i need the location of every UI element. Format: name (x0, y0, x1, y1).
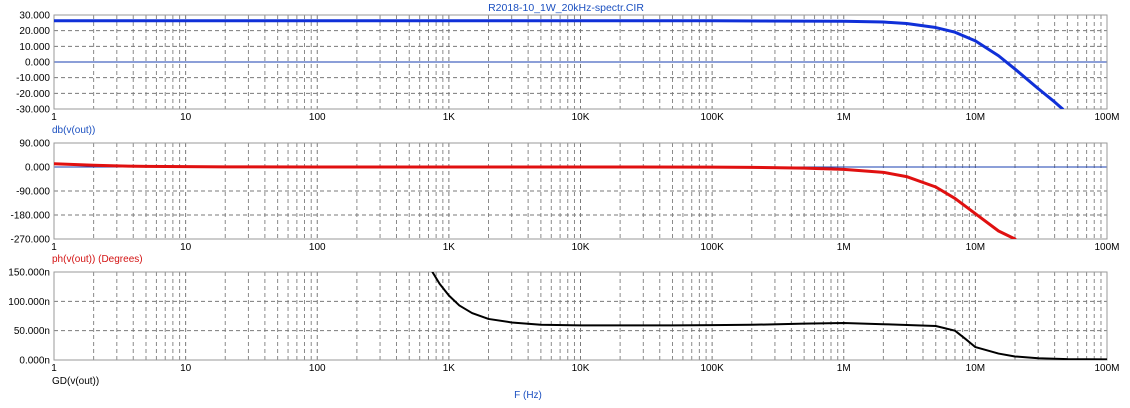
y-axis-label: db(v(out)) (52, 125, 95, 136)
x-tick-label: 1 (51, 112, 57, 123)
x-tick-label: 10M (966, 363, 985, 374)
x-tick-label: 100M (1094, 363, 1119, 374)
x-tick-label: 10K (572, 112, 590, 123)
x-tick-label: 1K (443, 363, 456, 374)
y-tick-label: 100.000n (8, 297, 50, 308)
y-tick-label: -20.000 (16, 89, 50, 100)
y-tick-label: 150.000n (8, 268, 50, 279)
y-tick-label: 0.000 (25, 58, 50, 69)
x-tick-label: 10M (966, 242, 985, 253)
y-tick-label: 10.000 (19, 42, 50, 53)
x-tick-label: 100 (309, 242, 326, 253)
x-tick-label: 10 (180, 242, 192, 253)
x-tick-label: 10K (572, 242, 590, 253)
x-tick-label: 1M (837, 242, 851, 253)
y-tick-label: 20.000 (19, 26, 50, 37)
x-tick-label: 1 (51, 363, 57, 374)
x-tick-label: 100M (1094, 112, 1119, 123)
y-tick-label: -90.000 (16, 187, 50, 198)
y-tick-label: -180.000 (11, 211, 51, 222)
x-tick-label: 100K (700, 363, 724, 374)
y-tick-label: 0.000n (19, 356, 50, 367)
y-tick-label: -10.000 (16, 73, 50, 84)
series-line-db-v-out- (54, 19, 1065, 109)
x-tick-label: 1M (837, 112, 851, 123)
y-axis-label: ph(v(out)) (Degrees) (52, 254, 143, 265)
x-tick-label: 10M (966, 112, 985, 123)
series-line-ph-v-out- (54, 162, 1017, 239)
y-tick-label: 90.000 (19, 139, 50, 150)
x-tick-label: 10K (572, 363, 590, 374)
plot-frame (53, 142, 1108, 240)
x-tick-label: 100M (1094, 242, 1119, 253)
series-line-gd-v-out- (431, 272, 1107, 360)
x-axis-label: F (Hz) (514, 390, 542, 401)
chart-title: R2018-10_1W_20kHz-spectr.CIR (488, 2, 644, 14)
x-tick-label: 10 (180, 363, 192, 374)
x-tick-label: 1 (51, 242, 57, 253)
x-tick-label: 100 (309, 363, 326, 374)
x-tick-label: 1K (443, 112, 456, 123)
plot-frame (53, 271, 1108, 361)
x-tick-label: 100K (700, 112, 724, 123)
x-tick-label: 100K (700, 242, 724, 253)
x-tick-label: 1K (443, 242, 456, 253)
y-tick-label: -30.000 (16, 105, 50, 116)
y-tick-label: 0.000 (25, 163, 50, 174)
x-tick-label: 1M (837, 363, 851, 374)
y-tick-label: 30.000 (19, 11, 50, 22)
y-tick-label: 50.000n (14, 326, 50, 337)
x-tick-label: 100 (309, 112, 326, 123)
y-tick-label: -270.000 (11, 235, 51, 246)
db-panel: 30.000 20.000 10.000 0.000 -10.000 -20.000 -30… (16, 11, 1119, 137)
y-axis-label: GD(v(out)) (52, 376, 99, 387)
x-tick-label: 10 (180, 112, 192, 123)
plot-frame (53, 14, 1108, 110)
